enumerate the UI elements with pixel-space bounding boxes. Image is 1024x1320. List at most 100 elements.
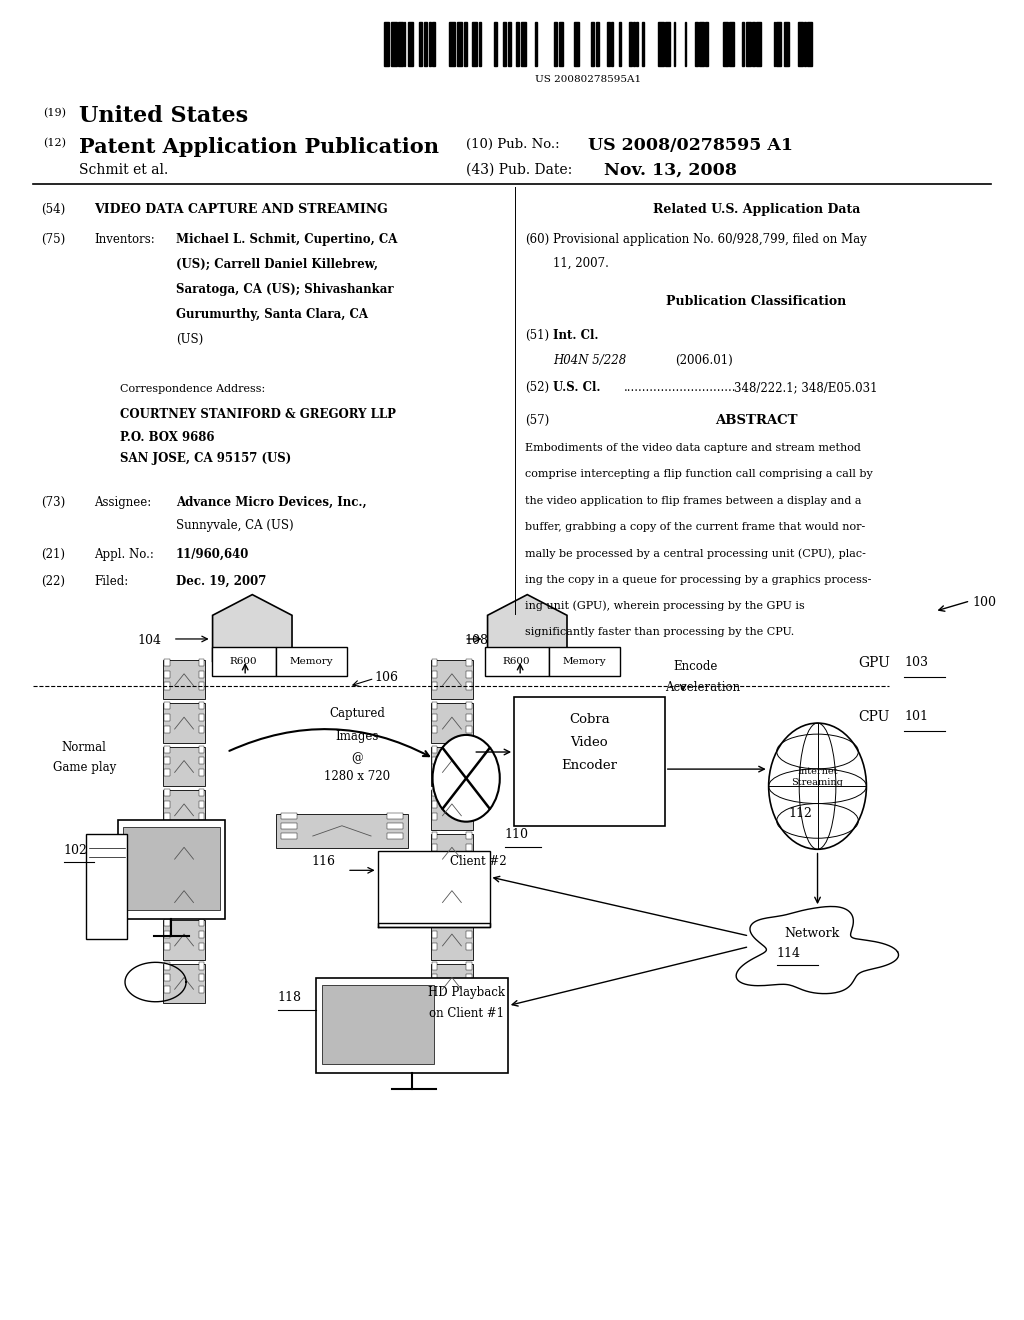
Bar: [199, 931, 204, 939]
Bar: [494, 22, 497, 66]
Text: (10) Pub. No.:: (10) Pub. No.:: [466, 139, 560, 152]
Bar: [432, 801, 437, 808]
Bar: [432, 962, 437, 970]
Bar: [684, 22, 686, 66]
Bar: [467, 758, 472, 764]
Bar: [432, 789, 437, 796]
Bar: [397, 22, 402, 66]
Bar: [467, 986, 472, 993]
Text: Sunnyvale, CA (US): Sunnyvale, CA (US): [176, 519, 294, 532]
Text: HD Playback: HD Playback: [428, 986, 505, 999]
Bar: [165, 887, 170, 895]
Bar: [665, 22, 670, 66]
Bar: [165, 942, 170, 950]
Bar: [199, 875, 204, 883]
Bar: [633, 22, 635, 66]
Text: 110: 110: [505, 828, 528, 841]
Bar: [212, 647, 275, 676]
Text: Int. Cl.: Int. Cl.: [553, 329, 598, 342]
Text: 116: 116: [311, 854, 336, 867]
Text: Gurumurthy, Santa Clara, CA: Gurumurthy, Santa Clara, CA: [176, 308, 368, 321]
Text: CPU: CPU: [858, 710, 890, 723]
Text: (22): (22): [42, 574, 66, 587]
Bar: [467, 875, 472, 883]
Text: Provisional application No. 60/928,799, filed on May: Provisional application No. 60/928,799, …: [553, 232, 866, 246]
Text: 101: 101: [904, 710, 928, 723]
Text: on Client #1: on Client #1: [429, 1007, 504, 1020]
Bar: [163, 660, 206, 700]
Bar: [729, 22, 734, 66]
Bar: [607, 22, 610, 66]
Bar: [484, 647, 549, 676]
Text: Correspondence Address:: Correspondence Address:: [120, 384, 265, 393]
Bar: [432, 726, 437, 733]
Bar: [521, 22, 526, 66]
Bar: [199, 770, 204, 776]
Text: Saratoga, CA (US); Shivashankar: Saratoga, CA (US); Shivashankar: [176, 282, 393, 296]
Bar: [432, 919, 437, 927]
Bar: [165, 931, 170, 939]
Text: Client #2: Client #2: [451, 854, 507, 867]
Bar: [753, 22, 756, 66]
Bar: [391, 22, 396, 66]
Bar: [199, 801, 204, 808]
Text: GPU: GPU: [858, 656, 890, 671]
Bar: [163, 833, 206, 873]
Bar: [674, 22, 676, 66]
Circle shape: [432, 735, 500, 821]
Text: Images: Images: [336, 730, 379, 743]
Text: buffer, grabbing a copy of the current frame that would nor-: buffer, grabbing a copy of the current f…: [525, 521, 865, 532]
Text: 106: 106: [375, 671, 398, 684]
Bar: [432, 833, 437, 840]
Bar: [467, 671, 472, 677]
Bar: [432, 887, 437, 895]
Text: Advance Micro Devices, Inc.,: Advance Micro Devices, Inc.,: [176, 496, 367, 508]
Bar: [165, 758, 170, 764]
Text: Video: Video: [570, 737, 608, 750]
Text: (73): (73): [42, 496, 66, 508]
Text: Appl. No.:: Appl. No.:: [94, 548, 155, 561]
Text: comprise intercepting a flip function call comprising a call by: comprise intercepting a flip function ca…: [525, 470, 873, 479]
Bar: [467, 746, 472, 752]
Bar: [636, 22, 638, 66]
Text: Related U.S. Application Data: Related U.S. Application Data: [652, 202, 860, 215]
Bar: [118, 820, 225, 919]
Bar: [163, 964, 206, 1003]
Bar: [596, 22, 599, 66]
Bar: [163, 876, 206, 916]
Bar: [611, 22, 613, 66]
Text: Acceleration: Acceleration: [665, 681, 740, 694]
Bar: [199, 919, 204, 927]
Bar: [199, 899, 204, 907]
Text: Publication Classification: Publication Classification: [667, 294, 847, 308]
Bar: [163, 791, 206, 829]
Bar: [432, 746, 437, 752]
Bar: [165, 813, 170, 820]
Bar: [387, 813, 402, 818]
Bar: [698, 22, 703, 66]
Bar: [467, 659, 472, 665]
Bar: [165, 845, 170, 851]
Bar: [658, 22, 664, 66]
Bar: [467, 789, 472, 796]
Bar: [549, 647, 620, 676]
Text: 104: 104: [137, 634, 161, 647]
Text: 1280 x 720: 1280 x 720: [325, 771, 390, 783]
Bar: [467, 801, 472, 808]
Bar: [86, 833, 127, 939]
Bar: [432, 845, 437, 851]
Text: Patent Application Publication: Patent Application Publication: [79, 137, 439, 157]
Bar: [165, 974, 170, 981]
Bar: [165, 899, 170, 907]
Bar: [432, 986, 437, 993]
Text: ing unit (GPU), wherein processing by the GPU is: ing unit (GPU), wherein processing by th…: [525, 601, 805, 611]
Text: mally be processed by a central processing unit (CPU), plac-: mally be processed by a central processi…: [525, 548, 866, 558]
Bar: [199, 682, 204, 689]
Bar: [165, 746, 170, 752]
Text: H04N 5/228: H04N 5/228: [553, 354, 626, 367]
Bar: [467, 962, 472, 970]
Text: Captured: Captured: [330, 708, 385, 721]
Bar: [432, 855, 437, 863]
Bar: [165, 789, 170, 796]
Bar: [408, 22, 413, 66]
